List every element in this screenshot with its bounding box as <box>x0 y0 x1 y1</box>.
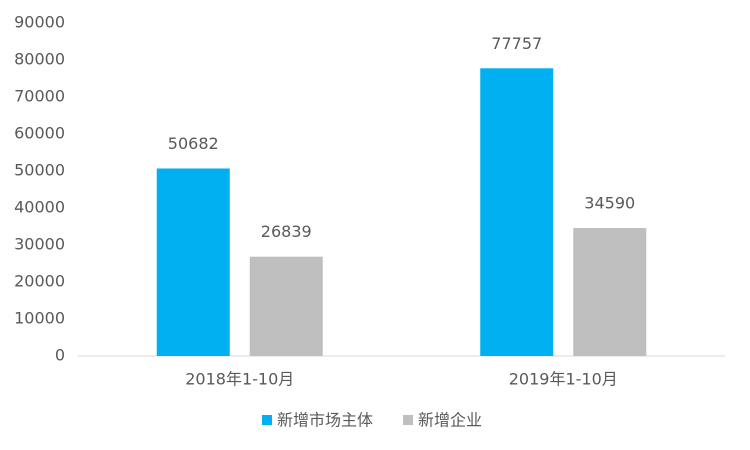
y-tick-label: 80000 <box>14 50 65 69</box>
y-tick-label: 0 <box>55 346 65 365</box>
y-tick-label: 10000 <box>14 309 65 328</box>
y-tick-label: 40000 <box>14 198 65 217</box>
bar <box>156 168 230 356</box>
legend-swatch <box>262 415 272 425</box>
data-label: 26839 <box>261 222 312 241</box>
bar <box>249 256 323 356</box>
x-tick-label: 2018年1-10月 <box>185 370 294 389</box>
legend-label: 新增市场主体 <box>277 411 373 430</box>
data-label: 77757 <box>491 34 542 53</box>
bar <box>573 228 647 356</box>
data-label: 50682 <box>168 134 219 153</box>
x-tick-label: 2019年1-10月 <box>509 370 618 389</box>
legend-label: 新增企业 <box>418 411 482 430</box>
y-tick-label: 50000 <box>14 161 65 180</box>
data-label: 34590 <box>584 194 635 213</box>
y-tick-label: 20000 <box>14 272 65 291</box>
y-tick-label: 60000 <box>14 124 65 143</box>
y-tick-label: 70000 <box>14 87 65 106</box>
y-tick-label: 90000 <box>14 13 65 32</box>
bar <box>480 68 554 356</box>
y-tick-label: 30000 <box>14 235 65 254</box>
legend-swatch <box>403 415 414 425</box>
